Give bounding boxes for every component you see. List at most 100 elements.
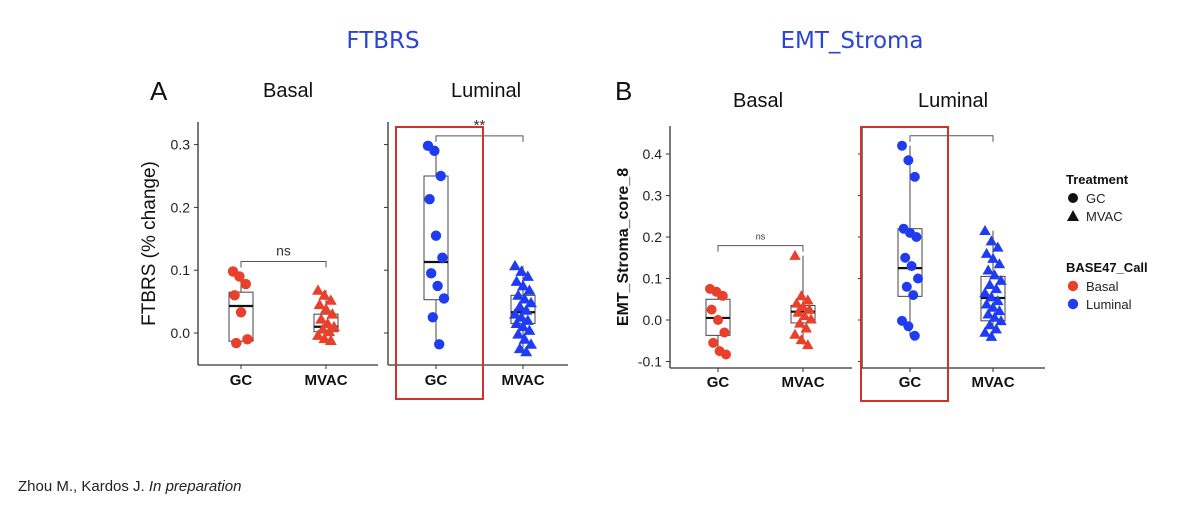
facet-luminal: Luminal GC MVAC ** <box>384 80 568 400</box>
data-point <box>513 342 526 354</box>
significance-bracket <box>717 245 804 252</box>
y-tick-label: 0.1 <box>643 271 663 287</box>
y-tick-label: 0.1 <box>171 262 191 278</box>
data-point <box>985 291 998 302</box>
data-point <box>995 274 1007 285</box>
data-point <box>789 328 801 339</box>
legend: Treatment GC MVAC BASE47_Call Basal Luminal <box>1066 172 1148 312</box>
data-point <box>438 293 450 304</box>
data-point <box>318 289 331 300</box>
data-point <box>802 294 814 305</box>
significance-bracket <box>909 135 994 142</box>
data-point <box>509 259 521 271</box>
data-point <box>521 270 534 281</box>
citation-authors: Zhou M., Kardos J. <box>18 478 145 495</box>
group-mvac: MVAC <box>501 259 545 389</box>
data-point <box>900 252 911 263</box>
group-mvac: MVAC <box>304 284 348 389</box>
data-point <box>979 225 991 236</box>
data-point <box>512 328 525 339</box>
data-point <box>903 321 914 332</box>
significance-label: ns <box>756 232 766 242</box>
data-point <box>315 313 328 324</box>
group-gc: GC <box>705 283 731 391</box>
data-point <box>984 278 996 289</box>
data-point <box>426 268 437 279</box>
chart-title: EMT_Stroma <box>780 28 923 54</box>
significance-label: ns <box>276 242 291 258</box>
panel-letter: B <box>615 76 632 106</box>
data-point <box>515 265 528 276</box>
y-tick-label: 0.3 <box>643 188 663 204</box>
data-point <box>802 339 814 350</box>
x-tick-label: GC <box>230 372 253 389</box>
data-point <box>987 252 999 263</box>
legend-triangle-icon <box>1067 210 1079 221</box>
data-point <box>435 170 446 182</box>
data-point <box>721 349 731 360</box>
data-point <box>242 334 253 345</box>
x-tick-label: MVAC <box>781 374 824 391</box>
y-axis-label: EMT_Stroma_core_8 <box>615 168 632 326</box>
data-point <box>993 258 1006 269</box>
group-gc: GC <box>897 140 923 391</box>
data-point <box>513 300 526 312</box>
y-tick-label: 0.0 <box>171 325 191 341</box>
data-point <box>518 293 531 304</box>
data-point <box>909 330 920 341</box>
facet-label: Basal <box>263 80 313 102</box>
data-point <box>708 337 719 348</box>
legend-dot-icon <box>1067 298 1079 310</box>
y-tick-label: 0.2 <box>643 229 663 245</box>
legend-title-treatment: Treatment <box>1066 172 1129 187</box>
data-point <box>430 230 442 241</box>
data-point <box>979 326 991 337</box>
y-tick-label: 0.2 <box>171 199 191 215</box>
data-point <box>521 314 534 325</box>
data-point <box>990 323 1002 334</box>
data-point <box>510 317 523 328</box>
data-point <box>525 296 537 308</box>
facet-label: Luminal <box>918 90 988 112</box>
data-point <box>432 280 443 292</box>
significance-bracket <box>240 260 327 268</box>
data-point <box>520 345 533 357</box>
group-gc: GC <box>422 140 450 389</box>
data-point <box>523 324 536 335</box>
data-point <box>518 333 531 344</box>
facet-label: Luminal <box>451 80 521 102</box>
data-point <box>313 298 326 310</box>
facet-basal: Basal -0.1 0.0 0.1 0.2 0.3 0.4 GC MVAC ns <box>638 90 852 391</box>
data-point <box>312 329 324 340</box>
data-point <box>318 332 331 344</box>
group-gc: GC <box>227 266 254 389</box>
y-axis-label: FTBRS (% change) <box>139 161 160 326</box>
data-point <box>790 297 803 308</box>
legend-label: GC <box>1086 191 1106 206</box>
data-point <box>326 308 339 319</box>
data-point <box>988 311 1001 322</box>
data-point <box>980 298 993 309</box>
data-point <box>803 303 816 314</box>
data-point <box>985 235 998 246</box>
data-point <box>713 315 723 325</box>
data-point <box>906 261 917 272</box>
data-point <box>324 294 337 305</box>
data-point <box>427 312 438 323</box>
data-point <box>515 311 528 322</box>
data-point <box>903 155 914 166</box>
data-point <box>229 290 240 301</box>
data-point <box>795 334 808 345</box>
data-point <box>316 323 329 334</box>
data-point <box>984 319 996 330</box>
data-point <box>424 194 435 205</box>
chart-panel-b: EMT_Stroma B EMT_Stroma_core_8 Basal -0.1 0.0… <box>615 28 1045 402</box>
legend-dot-icon <box>1067 280 1079 292</box>
data-point <box>913 273 923 284</box>
data-point <box>800 322 812 333</box>
data-point <box>794 317 806 328</box>
data-point <box>324 334 337 345</box>
data-point <box>798 310 811 321</box>
data-point <box>988 269 1001 280</box>
data-point <box>982 264 994 275</box>
